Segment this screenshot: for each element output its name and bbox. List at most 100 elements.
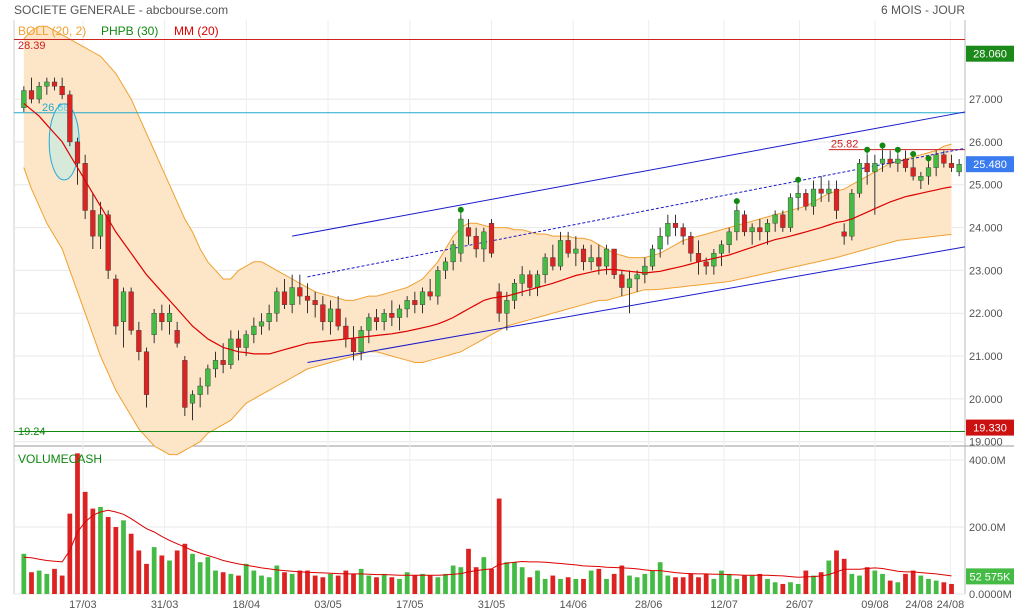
candle-body xyxy=(189,394,196,404)
candle-body xyxy=(220,360,226,365)
candle-body xyxy=(389,313,395,318)
volume-bar xyxy=(673,577,678,594)
volume-bar xyxy=(734,578,740,594)
volume-bar xyxy=(949,583,954,594)
volume-tick-label: 200.0M xyxy=(969,522,1006,534)
candle-body xyxy=(465,227,472,237)
volume-bar xyxy=(98,506,103,594)
volume-bar xyxy=(397,578,402,594)
volume-bar xyxy=(588,570,594,594)
bollinger-lower xyxy=(23,167,952,456)
candle-body xyxy=(879,158,886,164)
candle-body xyxy=(366,317,372,331)
candle-body xyxy=(120,291,127,322)
candle-body xyxy=(36,86,42,100)
volume-bar xyxy=(136,550,142,594)
volume-panel xyxy=(14,453,965,595)
y-tick-label: 23.000 xyxy=(969,265,1003,277)
volume-bar xyxy=(880,573,885,594)
volume-last-badge: 52 575K xyxy=(970,571,1012,583)
candle-body xyxy=(297,287,303,297)
x-tick-label: 28/06 xyxy=(635,599,663,611)
candle-body xyxy=(603,248,610,267)
candle-body xyxy=(128,291,134,331)
volume-bar xyxy=(159,555,165,594)
volume-bar xyxy=(320,577,326,594)
volume-bar xyxy=(366,575,372,594)
candle-body xyxy=(634,274,640,280)
y-tick-label: 24.000 xyxy=(969,223,1003,235)
candle-body xyxy=(67,94,73,143)
candle-body xyxy=(726,231,732,245)
volume-bar xyxy=(903,573,908,594)
candle-body xyxy=(557,240,564,267)
candle-body xyxy=(21,90,27,108)
candle-body xyxy=(864,163,870,173)
volume-bar xyxy=(719,570,724,594)
candle-body xyxy=(28,90,35,100)
last-price-badge: 25.480 xyxy=(973,159,1007,171)
volume-bar xyxy=(182,543,188,594)
volume-bar xyxy=(190,553,195,594)
candle-body xyxy=(404,300,410,310)
volume-bar xyxy=(933,580,939,594)
candle-body xyxy=(626,278,633,288)
volume-bar xyxy=(174,550,180,594)
candle-body xyxy=(136,330,142,352)
candle-body xyxy=(933,154,939,168)
candle-body xyxy=(251,325,257,335)
candle-body xyxy=(90,210,96,237)
candle-body xyxy=(534,274,541,288)
x-tick-label: 24/08 xyxy=(937,599,965,611)
legend-phpb[interactable]: PHPB (30) xyxy=(101,24,158,38)
channel-lower xyxy=(307,246,966,363)
volume-bar xyxy=(887,580,893,594)
volume-bar xyxy=(604,578,609,594)
candle-body xyxy=(688,235,694,254)
candle-body xyxy=(833,188,840,211)
volume-bar xyxy=(205,557,211,594)
volume-bar xyxy=(688,573,694,594)
candle-body xyxy=(657,235,663,250)
volume-bar xyxy=(780,583,786,594)
candle-body xyxy=(473,235,479,250)
volume-bar xyxy=(29,572,34,594)
volume-bar xyxy=(504,562,510,594)
candle-body xyxy=(588,257,594,263)
candle-body xyxy=(243,334,249,348)
volume-bar xyxy=(90,508,96,594)
volume-bar xyxy=(826,560,832,594)
y-tick-label: 25.000 xyxy=(969,180,1003,192)
candle-body xyxy=(59,86,65,96)
candle-body xyxy=(113,278,119,327)
candle-body xyxy=(887,158,893,164)
candle-body xyxy=(159,313,165,322)
volume-bar xyxy=(213,570,218,594)
last-price-badge-bg xyxy=(966,156,1014,173)
volume-bar xyxy=(59,575,65,594)
candle-body xyxy=(335,308,341,327)
candle-body xyxy=(197,385,203,395)
volume-bar xyxy=(335,575,341,594)
candle-body xyxy=(695,253,702,263)
x-tick-label: 12/07 xyxy=(710,599,738,611)
candle-body xyxy=(795,193,801,198)
candle-body xyxy=(956,163,962,173)
candle-body xyxy=(182,360,188,408)
x-tick-label: 17/05 xyxy=(396,599,424,611)
legend-boll[interactable]: BOLL (20, 2) xyxy=(18,24,86,38)
candle-body xyxy=(412,300,418,305)
candle-body xyxy=(772,214,778,224)
candle-body xyxy=(442,261,449,271)
candle-body xyxy=(235,338,242,348)
candle-body xyxy=(596,257,602,267)
candle-body xyxy=(527,274,533,288)
volume-bar xyxy=(841,558,847,594)
candle-body xyxy=(787,197,794,228)
channel-mid xyxy=(307,147,966,278)
volume-bar xyxy=(435,577,441,594)
candle-body xyxy=(749,227,755,233)
volume-bar xyxy=(496,498,502,594)
candle-body xyxy=(711,253,717,267)
legend-mm[interactable]: MM (20) xyxy=(174,24,219,38)
